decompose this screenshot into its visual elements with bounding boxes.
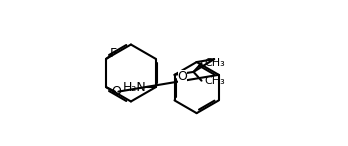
- Text: F: F: [109, 47, 117, 60]
- Text: O: O: [112, 85, 121, 98]
- Text: CH₃: CH₃: [204, 58, 225, 68]
- Text: O: O: [177, 70, 188, 83]
- Text: CH₃: CH₃: [204, 76, 225, 86]
- Text: H₂N: H₂N: [122, 81, 146, 94]
